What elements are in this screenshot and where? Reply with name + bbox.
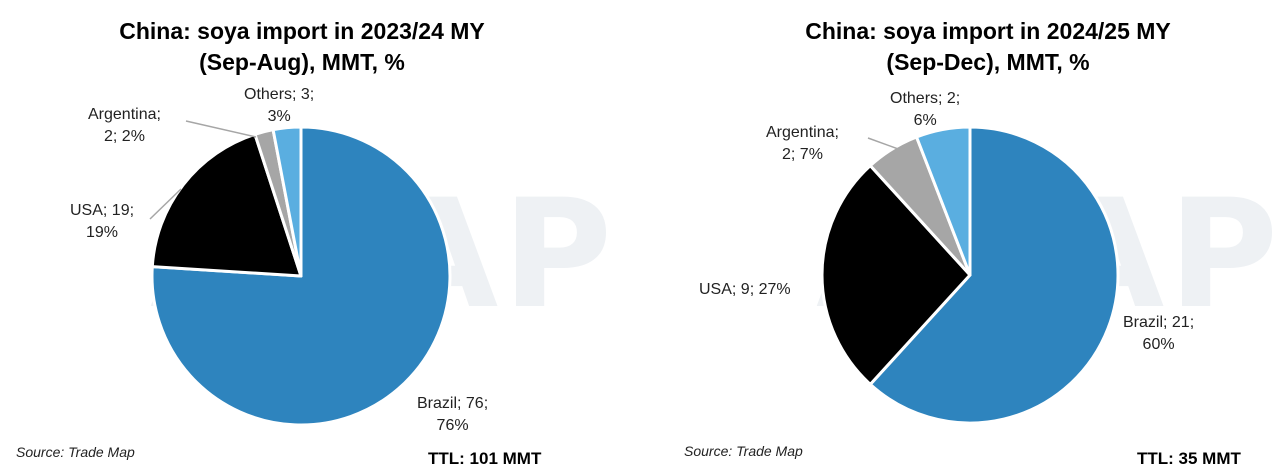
- slice-label-others: Others; 2; 6%: [890, 90, 961, 129]
- leader-line-usa: [149, 188, 182, 220]
- leader-line-argentina: [867, 137, 902, 151]
- source-note: Source: Trade Map: [16, 444, 135, 460]
- pie-slice-brazil: [150, 125, 452, 427]
- slice-label-brazil: Brazil; 21; 60%: [1123, 314, 1195, 353]
- chart-title: China: soya import in 2023/24 MY (Sep-Au…: [0, 16, 604, 78]
- slice-label-brazil: Brazil; 76; 76%: [417, 395, 489, 434]
- slice-label-argentina: Argentina; 2; 7%: [766, 124, 839, 163]
- pie-slice-others: [915, 125, 972, 277]
- pie-slice-usa: [150, 132, 303, 278]
- source-note: Source: Trade Map: [684, 443, 803, 459]
- pie-chart-2023-24: [149, 120, 452, 427]
- chart-title-line1: China: soya import in 2024/25 MY: [805, 18, 1171, 44]
- chart-panel-2023-24: ASAP China: soya import in 2023/24 MY (S…: [0, 16, 612, 468]
- slice-label-argentina: Argentina; 2; 2%: [88, 106, 161, 145]
- chart-title-line1: China: soya import in 2023/24 MY: [119, 18, 485, 44]
- total-label: TTL: 35 MMT: [1137, 449, 1241, 468]
- pie-slice-others: [271, 125, 303, 278]
- slice-label-usa: USA; 9; 27%: [699, 281, 791, 298]
- pie-chart-2024-25: [820, 125, 1120, 425]
- pie-slice-brazil: [868, 125, 1120, 425]
- chart-title-line2: (Sep-Dec), MMT, %: [886, 49, 1090, 75]
- chart-title-line2: (Sep-Aug), MMT, %: [199, 49, 405, 75]
- slice-label-others: Others; 3; 3%: [244, 86, 315, 125]
- chart-panel-2024-25: ASAP China: soya import in 2024/25 MY (S…: [636, 0, 1272, 474]
- leader-line-argentina: [185, 120, 257, 138]
- total-label: TTL: 101 MMT: [428, 449, 542, 468]
- pie-slice-usa: [820, 164, 972, 386]
- slice-label-usa: USA; 19; 19%: [70, 202, 135, 241]
- chart-title: China: soya import in 2024/25 MY (Sep-De…: [636, 16, 1272, 78]
